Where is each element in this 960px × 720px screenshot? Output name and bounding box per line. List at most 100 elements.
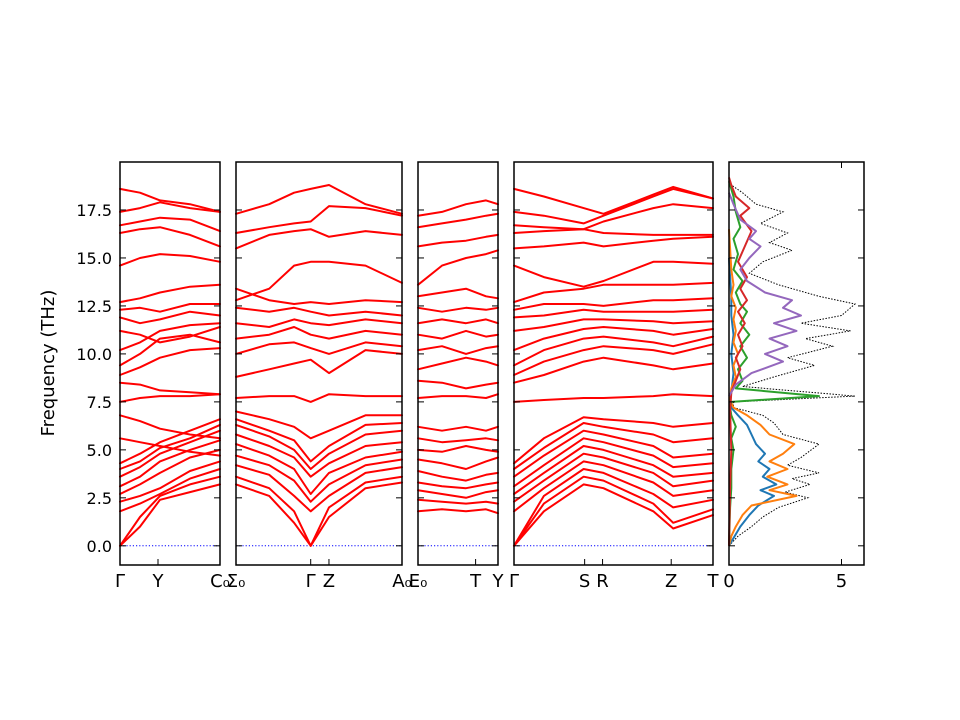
band-line [417,489,499,499]
y-tick-label: 12.5 [76,297,112,316]
band-line [119,283,221,304]
band-line [235,393,403,403]
band-line [119,448,221,495]
band-line [119,483,221,547]
dos-x-tick-label: 0 [723,571,734,592]
band-line [235,287,403,305]
band-line [513,228,714,236]
band-line [235,475,403,547]
panel-frame [417,161,499,566]
band-line [417,470,499,482]
band-line [119,326,221,344]
high-symmetry-label: S [579,571,590,592]
band-line [119,322,221,352]
band-line [119,468,221,513]
band-line [417,356,499,371]
band-line [417,393,499,399]
band-line [119,226,221,248]
band-line [235,443,403,495]
band-line [235,228,403,250]
band-line [119,201,221,213]
dos-x-tick-label: 5 [836,571,847,592]
panel-frame [235,161,403,566]
band-panel-1: Γ Y C₀ [115,161,230,592]
y-tick-label: 5.0 [87,441,112,460]
band-line [235,433,403,478]
band-line [235,454,403,503]
y-tick-label: 17.5 [76,201,112,220]
high-symmetry-label: Γ [509,571,519,592]
band-line [513,452,714,503]
band-line [235,410,403,440]
band-line [513,260,714,288]
band-line [513,281,714,304]
band-line [119,381,221,396]
band-line [513,308,714,319]
band-line [513,356,714,384]
band-line [417,508,499,515]
band-line [119,429,221,478]
band-line [119,303,221,313]
band-line [417,445,499,453]
band-line [513,460,714,513]
high-symmetry-label: Y [492,571,505,592]
band-line [417,379,499,390]
y-tick-label: 0.0 [87,537,112,556]
band-line [119,333,221,367]
band-line [417,233,499,248]
band-line [119,439,221,488]
band-line [513,335,714,367]
band-line [235,326,403,340]
band-line [235,423,403,470]
band-line [513,483,714,547]
band-line [119,393,221,403]
band-line [235,464,403,513]
band-line [119,418,221,465]
band-line [417,329,499,340]
high-symmetry-label: Z [665,571,677,592]
band-line [235,184,403,215]
band-line [235,341,403,355]
band-line [235,318,403,328]
band-line [235,260,403,302]
band-line [119,310,221,325]
band-line [513,203,714,231]
band-line [119,253,221,267]
band-line [417,498,499,505]
panel-frame [513,161,714,566]
dos-projected-line [728,177,753,546]
band-panel-2: Σ₀ Γ Z A₀ [227,161,412,592]
band-line [513,185,714,215]
band-line [417,345,499,355]
high-symmetry-label: Γ [306,571,316,592]
band-line [513,429,714,478]
high-symmetry-label: Σ₀ [227,571,246,592]
high-symmetry-label: A₀ [392,571,412,592]
high-symmetry-label: R [596,571,609,592]
high-symmetry-label: T [707,571,720,592]
band-line [235,205,403,234]
band-line [513,445,714,495]
y-tick-label: 2.5 [87,489,112,508]
band-line [417,425,499,432]
band-line [417,199,499,217]
band-line [119,423,221,470]
panel-frame [119,161,221,566]
dos-total-line [728,177,857,547]
band-line [513,416,714,465]
band-line [513,235,714,250]
y-tick-labels: 0.0 2.5 5.0 7.5 10.0 12.5 15.0 17.5 [76,201,112,556]
band-line [417,212,499,229]
high-symmetry-label: T [469,571,482,592]
band-line [513,468,714,547]
band-line [235,306,403,317]
band-line [417,306,499,313]
band-line [417,318,499,325]
high-symmetry-label: C₀ [210,571,230,592]
band-line [119,460,221,503]
high-symmetry-label: Z [323,571,335,592]
y-axis-label: Frequency (THz) [38,290,59,437]
